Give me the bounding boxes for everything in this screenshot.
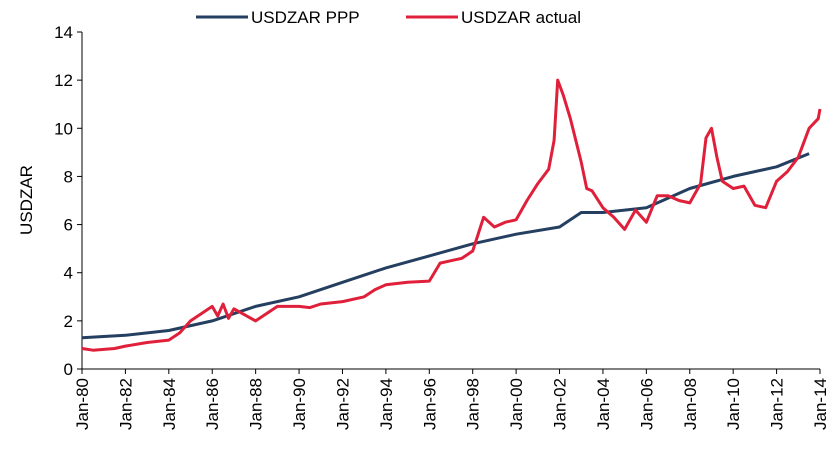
x-tick-label: Jan-14 xyxy=(811,378,830,430)
y-tick-label: 14 xyxy=(54,23,73,42)
x-tick-label: Jan-88 xyxy=(247,378,266,430)
y-tick-label: 4 xyxy=(64,264,73,283)
x-tick-label: Jan-94 xyxy=(377,378,396,430)
legend-label: USDZAR actual xyxy=(461,8,581,27)
y-tick-label: 8 xyxy=(64,167,73,186)
y-tick-label: 2 xyxy=(64,312,73,331)
x-tick-label: Jan-08 xyxy=(681,378,700,430)
x-tick-label: Jan-84 xyxy=(160,378,179,430)
line xyxy=(81,78,822,352)
x-tick-label: Jan-96 xyxy=(420,378,439,430)
y-tick-label: 0 xyxy=(64,360,73,379)
y-axis-label: USDZAR xyxy=(17,165,36,235)
x-tick-label: Jan-04 xyxy=(594,378,613,430)
x-tick-label: Jan-02 xyxy=(551,378,570,430)
x-tick-label: Jan-12 xyxy=(768,378,787,430)
x-tick-label: Jan-98 xyxy=(464,378,483,430)
legend-label: USDZAR PPP xyxy=(251,8,360,27)
y-tick-label: 12 xyxy=(54,71,73,90)
x-tick-label: Jan-82 xyxy=(116,378,135,430)
x-tick-label: Jan-10 xyxy=(724,378,743,430)
x-tick-label: Jan-86 xyxy=(203,378,222,430)
line xyxy=(81,152,810,340)
x-tick-label: Jan-00 xyxy=(507,378,526,430)
y-tick-label: 6 xyxy=(64,216,73,235)
x-tick-label: Jan-06 xyxy=(637,378,656,430)
x-tick-label: Jan-92 xyxy=(333,378,352,430)
x-tick-label: Jan-80 xyxy=(73,378,92,430)
x-tick-label: Jan-90 xyxy=(290,378,309,430)
y-tick-label: 10 xyxy=(54,119,73,138)
